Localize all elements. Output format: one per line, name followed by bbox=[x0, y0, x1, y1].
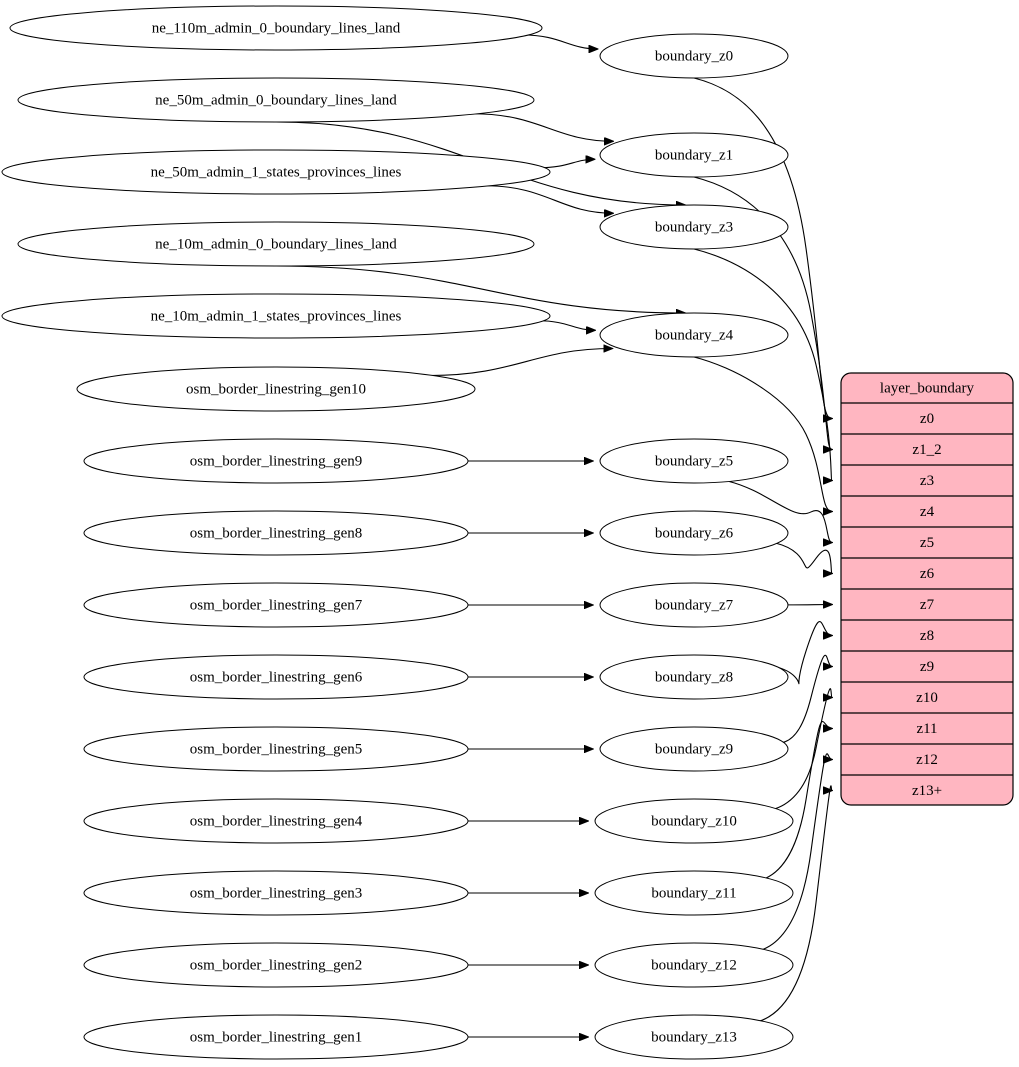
edge-boundary_z1-to-layer_boundary-z1_2 bbox=[693, 176, 832, 450]
edges-layer bbox=[275, 34, 832, 1037]
table-row-z9[interactable]: z9 bbox=[920, 659, 934, 675]
node-label: osm_border_linestring_gen3 bbox=[190, 885, 362, 901]
node-label: osm_border_linestring_gen2 bbox=[190, 957, 362, 973]
source-node-osm_border_linestring_gen10[interactable]: osm_border_linestring_gen10 bbox=[76, 366, 476, 412]
node-label: boundary_z11 bbox=[651, 885, 736, 901]
table-row-z0[interactable]: z0 bbox=[920, 411, 934, 427]
source-node-osm_border_linestring_gen1[interactable]: osm_border_linestring_gen1 bbox=[83, 1014, 469, 1060]
layer-boundary-table: layer_boundary z0 z1_2 z3 z4 z5 z6 z7 z8 z9 z10 z11… bbox=[840, 372, 1014, 806]
table-row-z5[interactable]: z5 bbox=[920, 535, 934, 551]
node-label: ne_110m_admin_0_boundary_lines_land bbox=[152, 20, 401, 36]
layer-boundary-record[interactable]: layer_boundary z0 z1_2 z3 z4 z5 z6 z7 z8 z9 z10 z11… bbox=[840, 372, 1014, 806]
node-label: osm_border_linestring_gen4 bbox=[190, 813, 363, 829]
table-row-z12[interactable]: z12 bbox=[916, 752, 938, 768]
boundary-node-boundary_z7[interactable]: boundary_z7 bbox=[599, 582, 789, 628]
edge-ne_10m_admin_1_states_provinces_lines-to-boundary_z4 bbox=[538, 320, 595, 331]
node-label: osm_border_linestring_gen1 bbox=[190, 1029, 362, 1045]
source-node-osm_border_linestring_gen7[interactable]: osm_border_linestring_gen7 bbox=[83, 582, 469, 628]
source-node-osm_border_linestring_gen3[interactable]: osm_border_linestring_gen3 bbox=[83, 870, 469, 916]
edge-ne_10m_admin_0_boundary_lines_land-to-boundary_z4 bbox=[275, 265, 685, 313]
boundary-node-boundary_z12[interactable]: boundary_z12 bbox=[594, 942, 794, 988]
source-node-osm_border_linestring_gen2[interactable]: osm_border_linestring_gen2 bbox=[83, 942, 469, 988]
node-label: osm_border_linestring_gen7 bbox=[190, 597, 363, 613]
source-node-ne_50m_admin_1_states_provinces_lines[interactable]: ne_50m_admin_1_states_provinces_lines bbox=[1, 149, 551, 195]
table-row-z10[interactable]: z10 bbox=[916, 690, 938, 706]
source-node-osm_border_linestring_gen5[interactable]: osm_border_linestring_gen5 bbox=[83, 726, 469, 772]
node-label: osm_border_linestring_gen8 bbox=[190, 525, 362, 541]
node-label: boundary_z4 bbox=[655, 327, 734, 343]
source-node-osm_border_linestring_gen9[interactable]: osm_border_linestring_gen9 bbox=[83, 438, 469, 484]
boundary-node-boundary_z10[interactable]: boundary_z10 bbox=[594, 798, 794, 844]
node-label: boundary_z9 bbox=[655, 741, 733, 757]
edge-boundary_z4-to-layer_boundary-z4 bbox=[693, 356, 832, 512]
edge-boundary_z3-to-layer_boundary-z3 bbox=[693, 248, 832, 481]
node-label: ne_50m_admin_0_boundary_lines_land bbox=[155, 92, 397, 108]
boundary-node-boundary_z13[interactable]: boundary_z13 bbox=[594, 1014, 794, 1060]
edge-boundary_z12-to-layer_boundary-z12 bbox=[693, 753, 832, 954]
source-node-osm_border_linestring_gen4[interactable]: osm_border_linestring_gen4 bbox=[83, 798, 469, 844]
boundary-node-boundary_z0[interactable]: boundary_z0 bbox=[599, 33, 789, 79]
table-row-z8[interactable]: z8 bbox=[920, 628, 934, 644]
node-label: boundary_z3 bbox=[655, 219, 733, 235]
node-label: ne_10m_admin_1_states_provinces_lines bbox=[151, 308, 402, 324]
node-label: boundary_z0 bbox=[655, 48, 733, 64]
boundary-node-boundary_z5[interactable]: boundary_z5 bbox=[599, 438, 789, 484]
node-label: ne_10m_admin_0_boundary_lines_land bbox=[155, 236, 397, 252]
table-row-z1_2[interactable]: z1_2 bbox=[912, 442, 941, 458]
node-label: boundary_z5 bbox=[655, 453, 733, 469]
node-label: boundary_z8 bbox=[655, 669, 733, 685]
node-label: osm_border_linestring_gen10 bbox=[186, 381, 366, 397]
edge-ne_50m_admin_1_states_provinces_lines-to-boundary_z3 bbox=[485, 185, 613, 214]
boundary-node-boundary_z9[interactable]: boundary_z9 bbox=[599, 726, 789, 772]
node-label: boundary_z1 bbox=[655, 147, 733, 163]
boundary-node-boundary_z4[interactable]: boundary_z4 bbox=[599, 312, 789, 358]
boundary-node-boundary_z11[interactable]: boundary_z11 bbox=[594, 870, 794, 916]
edge-boundary_z5-to-layer_boundary-z5 bbox=[728, 480, 832, 542]
table-row-z7[interactable]: z7 bbox=[920, 597, 935, 613]
boundary-node-boundary_z8[interactable]: boundary_z8 bbox=[599, 654, 789, 700]
edge-osm_border_linestring_gen10-to-boundary_z4 bbox=[429, 349, 612, 377]
node-label: boundary_z13 bbox=[651, 1029, 737, 1045]
table-row-z4[interactable]: z4 bbox=[920, 504, 935, 520]
edge-ne_50m_admin_1_states_provinces_lines-to-boundary_z1 bbox=[539, 159, 594, 169]
node-label: osm_border_linestring_gen5 bbox=[190, 741, 362, 757]
node-label: ne_50m_admin_1_states_provinces_lines bbox=[151, 164, 402, 180]
table-row-z11[interactable]: z11 bbox=[916, 721, 937, 737]
node-label: boundary_z12 bbox=[651, 957, 737, 973]
table-row-z6[interactable]: z6 bbox=[920, 566, 935, 582]
boundary-node-boundary_z6[interactable]: boundary_z6 bbox=[599, 510, 789, 556]
edge-ne_110m_admin_0_boundary_lines_land-to-boundary_z0 bbox=[523, 34, 598, 49]
source-node-ne_50m_admin_0_boundary_lines_land[interactable]: ne_50m_admin_0_boundary_lines_land bbox=[17, 77, 535, 123]
source-node-ne_10m_admin_0_boundary_lines_land[interactable]: ne_10m_admin_0_boundary_lines_land bbox=[17, 221, 535, 267]
node-label: osm_border_linestring_gen6 bbox=[190, 669, 363, 685]
table-row-z13+[interactable]: z13+ bbox=[912, 783, 942, 799]
edge-ne_50m_admin_0_boundary_lines_land-to-boundary_z1 bbox=[473, 113, 613, 142]
node-label: osm_border_linestring_gen9 bbox=[190, 453, 362, 469]
table-row-z3[interactable]: z3 bbox=[920, 473, 934, 489]
source-node-osm_border_linestring_gen8[interactable]: osm_border_linestring_gen8 bbox=[83, 510, 469, 556]
boundary-node-boundary_z3[interactable]: boundary_z3 bbox=[599, 204, 789, 250]
node-label: boundary_z6 bbox=[655, 525, 734, 541]
node-label: boundary_z7 bbox=[655, 597, 734, 613]
nodes-layer: ne_110m_admin_0_boundary_lines_land ne_50… bbox=[1, 5, 794, 1060]
node-label: boundary_z10 bbox=[651, 813, 737, 829]
source-node-ne_10m_admin_1_states_provinces_lines[interactable]: ne_10m_admin_1_states_provinces_lines bbox=[1, 293, 551, 339]
edge-boundary_z8-to-layer_boundary-z8 bbox=[775, 621, 832, 685]
table-header-title: layer_boundary bbox=[880, 380, 975, 396]
source-node-ne_110m_admin_0_boundary_lines_land[interactable]: ne_110m_admin_0_boundary_lines_land bbox=[9, 5, 543, 51]
boundary-node-boundary_z1[interactable]: boundary_z1 bbox=[599, 132, 789, 178]
edge-boundary_z6-to-layer_boundary-z6 bbox=[775, 542, 832, 573]
source-node-osm_border_linestring_gen6[interactable]: osm_border_linestring_gen6 bbox=[83, 654, 469, 700]
